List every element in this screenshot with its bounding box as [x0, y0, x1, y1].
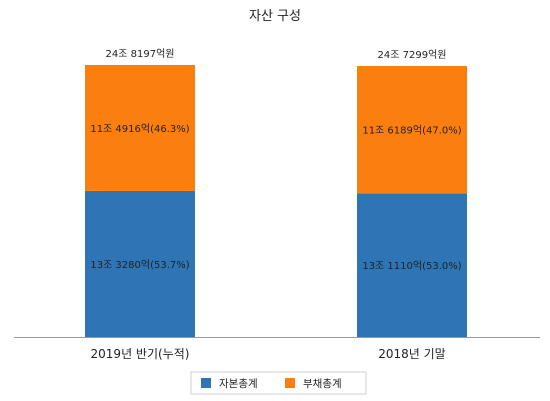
bar-value-label: 13조 1110억(53.0%)	[362, 260, 461, 272]
bar-total-label: 24조 7299억원	[378, 49, 447, 61]
chart-title: 자산 구성	[249, 9, 301, 24]
legend-box	[190, 371, 367, 395]
bar-value-label: 11조 6189억(47.0%)	[362, 125, 461, 137]
bars-layer: 13조 3280억(53.7%) 11조 4916억(46.3%) 24조 8197…	[85, 48, 467, 337]
bar-liabilities-1	[357, 65, 467, 194]
x-axis-labels: 2019년 반기(누적) 2018년 기말	[91, 347, 446, 361]
x-tick-label: 2019년 반기(누적)	[91, 347, 190, 361]
legend-swatch-liabilities	[285, 378, 295, 388]
legend-label-equity: 자본총계	[219, 378, 258, 390]
bar-value-label: 11조 4916억(46.3%)	[90, 123, 189, 135]
legend: 자본총계 부채총계	[190, 371, 367, 395]
legend-label-liabilities: 부채총계	[303, 378, 342, 390]
bar-value-label: 13조 3280억(53.7%)	[90, 259, 189, 271]
bar-liabilities-0	[85, 65, 195, 191]
bar-equity-0	[85, 190, 195, 337]
bar-equity-1	[357, 193, 467, 337]
legend-swatch-equity	[201, 378, 211, 388]
x-tick-label: 2018년 기말	[378, 347, 445, 361]
bar-total-label: 24조 8197억원	[106, 48, 175, 60]
